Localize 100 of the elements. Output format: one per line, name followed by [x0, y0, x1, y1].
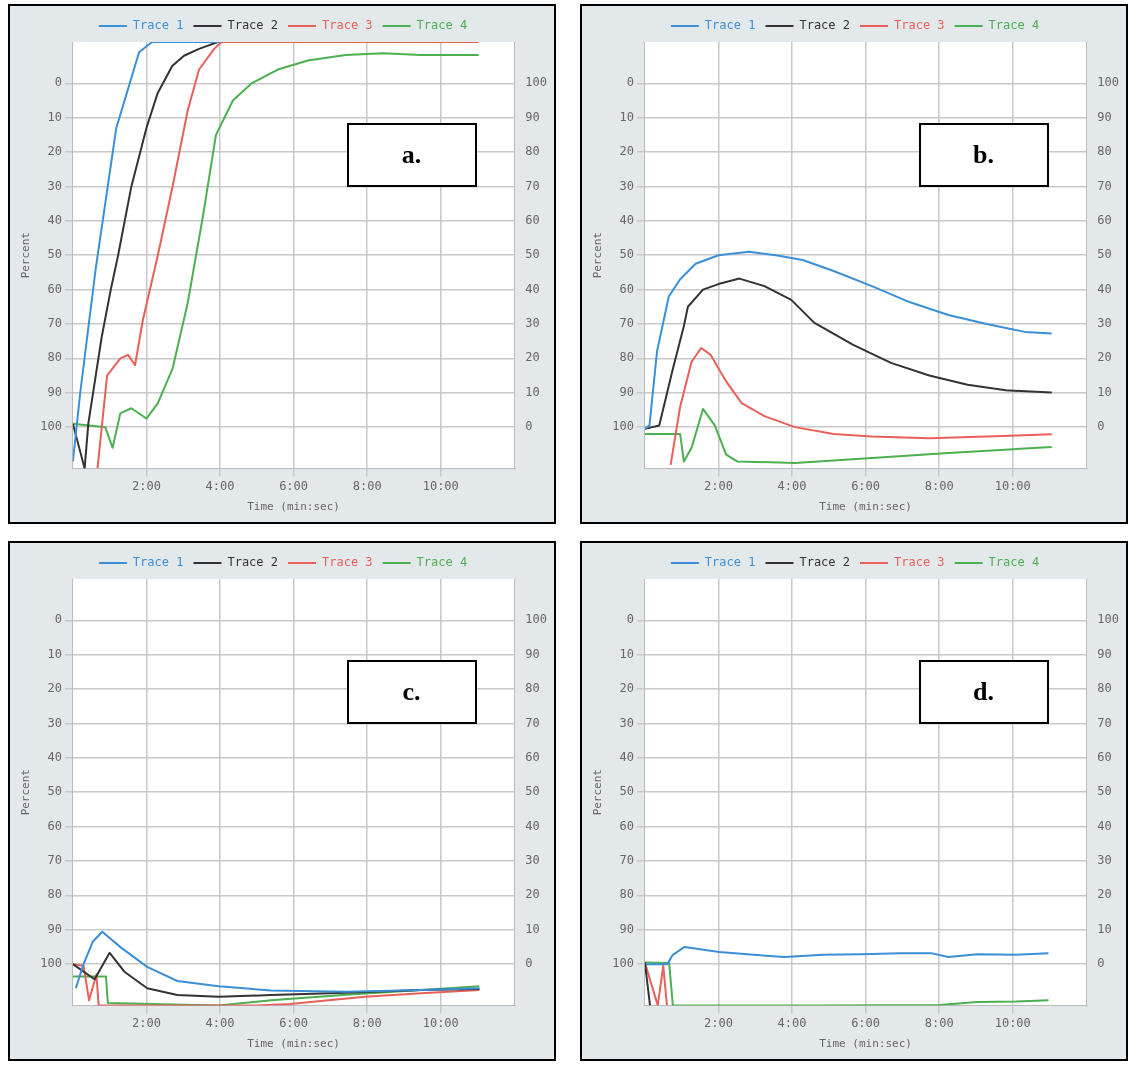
y-tick-label: 50 [619, 784, 634, 799]
y2-tick-label: 10 [525, 384, 540, 399]
y-tick-label: 20 [619, 681, 634, 696]
y-tick-label: 10 [619, 646, 634, 661]
y-tick-label: 80 [619, 350, 634, 365]
y2-tick-label: 0 [525, 956, 533, 971]
y2-tick-label: 100 [525, 612, 548, 627]
x-tick-label: 4:00 [777, 478, 807, 493]
y-tick-label: 30 [47, 715, 62, 730]
y-tick-label: 10 [47, 109, 62, 124]
y-tick-label: 50 [47, 784, 62, 799]
y-tick-label: 40 [47, 212, 62, 227]
y-tick-label: 0 [54, 612, 62, 627]
y2-tick-label: 20 [1097, 350, 1112, 365]
x-tick-label: 2:00 [704, 478, 733, 493]
annotation: b. [973, 140, 995, 171]
y-tick-label: 100 [40, 956, 62, 971]
y2-tick-label: 10 [525, 921, 540, 936]
y2-tick-label: 100 [1097, 612, 1120, 627]
y2-tick-label: 40 [1097, 818, 1112, 833]
y-tick-label: 90 [619, 384, 634, 399]
y2-tick-label: 10 [1097, 384, 1112, 399]
y-tick-label: 80 [619, 887, 634, 902]
y2-tick-label: 30 [1097, 853, 1112, 868]
x-tick-label: 6:00 [851, 478, 881, 493]
legend-label: Trace 4 [988, 18, 1040, 33]
legend-label: Trace 1 [132, 18, 184, 33]
legend-label: Trace 3 [322, 555, 373, 570]
y-tick-label: 20 [47, 144, 62, 159]
y2-tick-label: 90 [525, 109, 540, 124]
y-tick-label: 30 [619, 178, 634, 193]
annotation: d. [973, 677, 995, 708]
x-tick-label: 8:00 [352, 478, 382, 493]
y2-tick-label: 60 [525, 212, 540, 227]
y2-tick-label: 80 [525, 144, 540, 159]
x-tick-label: 8:00 [924, 478, 954, 493]
annotation: c. [402, 677, 421, 708]
panel-label-box: d. [918, 660, 1049, 724]
x-tick-label: 10:00 [994, 478, 1031, 493]
y2-tick-label: 60 [1097, 749, 1112, 764]
x-tick-label: 2:00 [132, 1015, 161, 1030]
y-tick-label: 20 [47, 681, 62, 696]
y2-tick-label: 40 [1097, 281, 1112, 296]
y-tick-label: 0 [626, 75, 634, 90]
y2-tick-label: 50 [525, 784, 540, 799]
y2-tick-label: 20 [1097, 887, 1112, 902]
y2-tick-label: 100 [525, 75, 548, 90]
y2-tick-label: 30 [525, 853, 540, 868]
y-tick-label: 90 [47, 384, 62, 399]
legend-label: Trace 4 [988, 555, 1040, 570]
x-tick-label: 6:00 [279, 1015, 309, 1030]
y-tick-label: 40 [47, 749, 62, 764]
x-axis-title: Time (min:sec) [819, 500, 912, 514]
y2-tick-label: 100 [1097, 75, 1120, 90]
legend-label: Trace 1 [704, 18, 756, 33]
y-tick-label: 30 [619, 715, 634, 730]
x-tick-label: 8:00 [924, 1015, 954, 1030]
y2-tick-label: 60 [1097, 212, 1112, 227]
y-tick-label: 90 [619, 921, 634, 936]
y2-tick-label: 30 [1097, 316, 1112, 331]
x-axis-title: Time (min:sec) [247, 500, 340, 514]
y-tick-label: 100 [40, 419, 62, 434]
annotation: a. [401, 140, 422, 171]
y-tick-label: 20 [619, 144, 634, 159]
y2-tick-label: 10 [1097, 921, 1112, 936]
x-tick-label: 4:00 [205, 1015, 235, 1030]
y2-tick-label: 80 [525, 681, 540, 696]
y2-tick-label: 70 [525, 715, 540, 730]
y2-tick-label: 80 [1097, 144, 1112, 159]
y2-tick-label: 70 [1097, 178, 1112, 193]
y-tick-label: 70 [47, 853, 62, 868]
y-tick-label: 80 [47, 350, 62, 365]
y-tick-label: 90 [47, 921, 62, 936]
y-tick-label: 50 [619, 247, 634, 262]
legend-label: Trace 2 [799, 555, 851, 570]
y2-tick-label: 0 [525, 419, 533, 434]
x-tick-label: 2:00 [132, 478, 161, 493]
y2-tick-label: 80 [1097, 681, 1112, 696]
x-tick-label: 10:00 [422, 478, 459, 493]
y2-tick-label: 0 [1097, 419, 1105, 434]
y2-tick-label: 90 [1097, 646, 1112, 661]
y-tick-label: 100 [612, 956, 634, 971]
panel-label-box: c. [346, 660, 477, 724]
y-tick-label: 80 [47, 887, 62, 902]
y2-tick-label: 90 [1097, 109, 1112, 124]
y2-tick-label: 60 [525, 749, 540, 764]
legend-label: Trace 3 [894, 18, 945, 33]
panel-label-box: b. [918, 123, 1049, 187]
x-tick-label: 10:00 [422, 1015, 459, 1030]
x-axis-title: Time (min:sec) [819, 1037, 912, 1051]
legend-label: Trace 1 [704, 555, 756, 570]
y2-tick-label: 50 [1097, 784, 1112, 799]
y-tick-label: 60 [619, 281, 634, 296]
y-tick-label: 40 [619, 212, 634, 227]
legend-label: Trace 2 [799, 18, 851, 33]
legend-label: Trace 4 [416, 18, 468, 33]
y2-tick-label: 40 [525, 281, 540, 296]
y2-tick-label: 90 [525, 646, 540, 661]
x-tick-label: 2:00 [704, 1015, 733, 1030]
panel-label-box: a. [346, 123, 477, 187]
